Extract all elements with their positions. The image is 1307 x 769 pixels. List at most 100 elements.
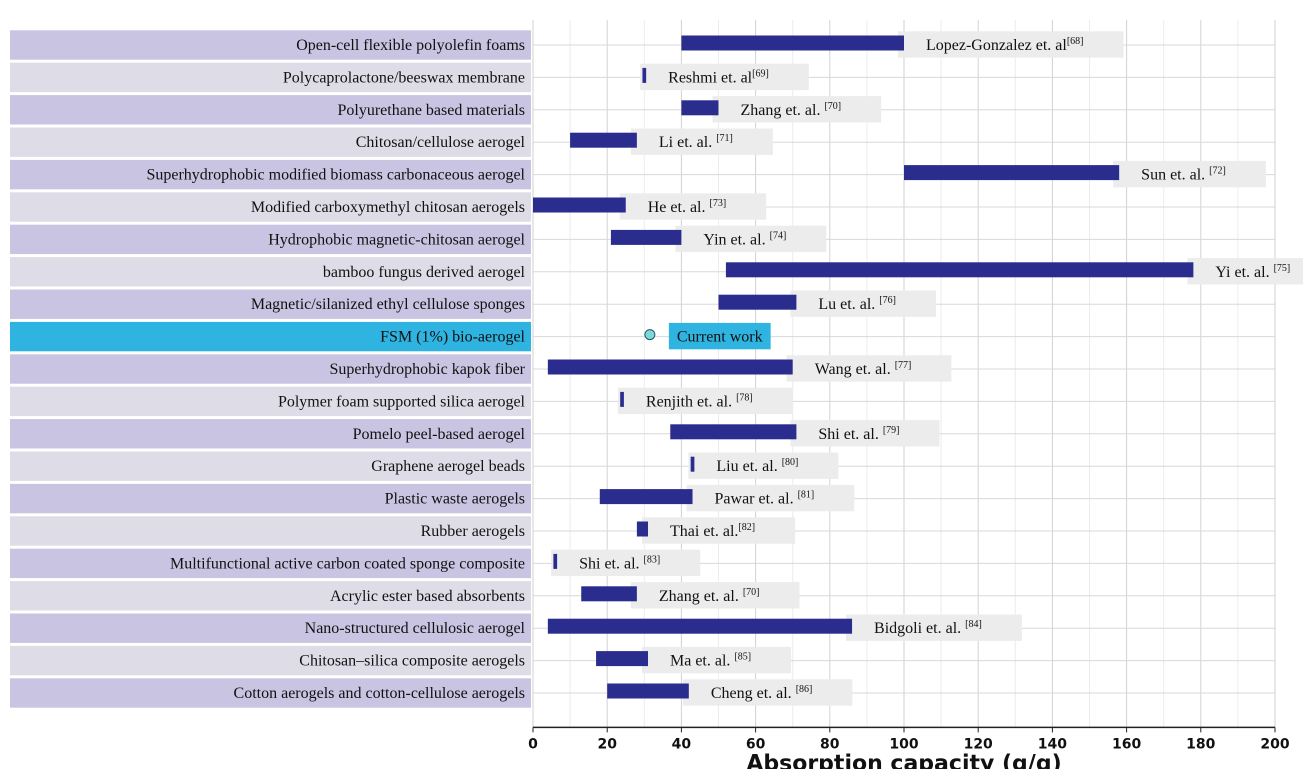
reference-box <box>898 31 1124 58</box>
range-bar <box>553 553 558 569</box>
category-band <box>10 192 531 222</box>
reference-name: Shi et. al. <box>579 555 643 572</box>
reference-label: Reshmi et. al[69] <box>668 68 769 86</box>
reference-name: Li et. al. <box>659 134 716 151</box>
category-label: Graphene aerogel beads <box>371 458 525 475</box>
reference-box <box>668 322 771 350</box>
reference-label: Ma et. al. [85] <box>670 652 751 670</box>
category-label: Polycaprolactone/beeswax membrane <box>283 69 525 86</box>
x-axis-title: Absorption capacity (g/g) <box>746 751 1061 769</box>
x-tick-label: 180 <box>1186 736 1215 752</box>
x-tick-label: 0 <box>528 736 538 752</box>
reference-box <box>675 225 827 253</box>
range-bar <box>718 294 797 310</box>
range-bar <box>681 100 719 116</box>
range-bar <box>596 651 649 667</box>
reference-number: [84] <box>965 619 982 630</box>
range-bar <box>636 521 649 537</box>
category-label: bamboo fungus derived aerogel <box>323 264 526 281</box>
category-band <box>10 257 531 287</box>
x-tick-label: 160 <box>1112 736 1141 752</box>
reference-box <box>786 355 952 382</box>
category-label: Modified carboxymethyl chitosan aerogels <box>251 199 525 216</box>
range-bar <box>610 229 682 245</box>
range-bar <box>670 424 797 440</box>
reference-name: Wang et. al. <box>815 361 895 378</box>
reference-number: [74] <box>770 230 787 241</box>
reference-name: Lopez-Gonzalez et. al <box>926 37 1067 54</box>
range-bar <box>642 67 647 83</box>
range-bars <box>533 35 1194 699</box>
category-label: Polymer foam supported silica aerogel <box>278 393 526 410</box>
category-band <box>10 321 531 352</box>
category-band <box>10 127 531 157</box>
reference-name: Sun et. al. <box>1141 167 1209 184</box>
category-label: Open-cell flexible polyolefin foams <box>296 37 525 54</box>
reference-box <box>1187 258 1303 285</box>
category-band <box>10 483 531 514</box>
reference-label: Lu et. al. [76] <box>818 295 896 313</box>
reference-box <box>790 420 940 447</box>
reference-name: Ma et. al. <box>670 653 734 670</box>
range-bar <box>607 683 689 699</box>
reference-label: Wang et. al. [77] <box>815 360 912 378</box>
reference-number: [76] <box>879 295 896 306</box>
x-tick-label: 40 <box>672 736 692 752</box>
reference-name: Lu et. al. <box>818 296 879 313</box>
reference-number: [69] <box>752 68 769 79</box>
reference-label: Li et. al. [71] <box>659 133 733 151</box>
category-band <box>10 159 531 190</box>
range-bar <box>690 456 695 472</box>
reference-label: Thai et. al.[82] <box>670 522 755 540</box>
category-band <box>10 419 531 449</box>
category-label: Multifunctional active carbon coated spo… <box>170 555 525 572</box>
category-band <box>10 581 531 611</box>
reference-number: [77] <box>895 360 912 371</box>
reference-box <box>846 614 1022 641</box>
reference-box <box>790 290 936 317</box>
reference-name: Reshmi et. al <box>668 69 753 86</box>
current-work-marker <box>644 329 656 341</box>
category-label: Superhydrophobic kapok fiber <box>329 361 525 378</box>
reference-box <box>630 128 773 155</box>
reference-label: Pawar et. al. [81] <box>715 490 815 508</box>
reference-label: Yi et. al. [75] <box>1215 263 1290 281</box>
range-bar <box>620 391 624 407</box>
reference-box <box>712 96 882 123</box>
category-band <box>10 645 531 676</box>
reference-label: Shi et. al. [79] <box>818 425 899 443</box>
category-label: Chitosan/cellulose aerogel <box>356 134 526 151</box>
x-tick-label: 80 <box>820 736 840 752</box>
reference-box <box>630 582 800 609</box>
reference-label: Zhang et. al. [70] <box>741 101 842 119</box>
category-label-bands <box>10 30 531 708</box>
reference-box <box>617 387 793 415</box>
category-label: Hydrophobic magnetic-chitosan aerogel <box>268 231 525 248</box>
reference-name: Liu et. al. <box>716 458 781 475</box>
reference-box <box>619 193 767 220</box>
category-label: Pomelo peel-based aerogel <box>353 426 526 443</box>
reference-labels: Lopez-Gonzalez et. al[68]Reshmi et. al[6… <box>579 36 1290 702</box>
category-band <box>10 62 531 93</box>
category-band <box>10 30 531 60</box>
reference-name: Yi et. al. <box>1215 264 1273 281</box>
reference-name: Renjith et. al. <box>646 393 736 410</box>
category-label: Polyurethane based materials <box>338 102 526 119</box>
category-label: Cotton aerogels and cotton-cellulose aer… <box>234 685 525 702</box>
reference-label: Shi et. al. [83] <box>579 554 660 572</box>
range-bar <box>725 262 1194 278</box>
x-tick-label: 120 <box>964 736 993 752</box>
reference-box <box>688 452 839 479</box>
reference-number: [83] <box>644 554 661 565</box>
reference-name: Bidgoli et. al. <box>874 620 965 637</box>
reference-box <box>1113 160 1266 188</box>
reference-name: Cheng et. al. <box>711 685 796 702</box>
category-label: Plastic waste aerogels <box>385 491 525 508</box>
category-band <box>10 516 531 546</box>
category-labels: Open-cell flexible polyolefin foams Polyc… <box>146 37 525 702</box>
category-band <box>10 386 531 417</box>
reference-number: [70] <box>824 101 841 112</box>
reference-number: [80] <box>782 457 799 468</box>
reference-name: Zhang et. al. <box>741 102 825 119</box>
